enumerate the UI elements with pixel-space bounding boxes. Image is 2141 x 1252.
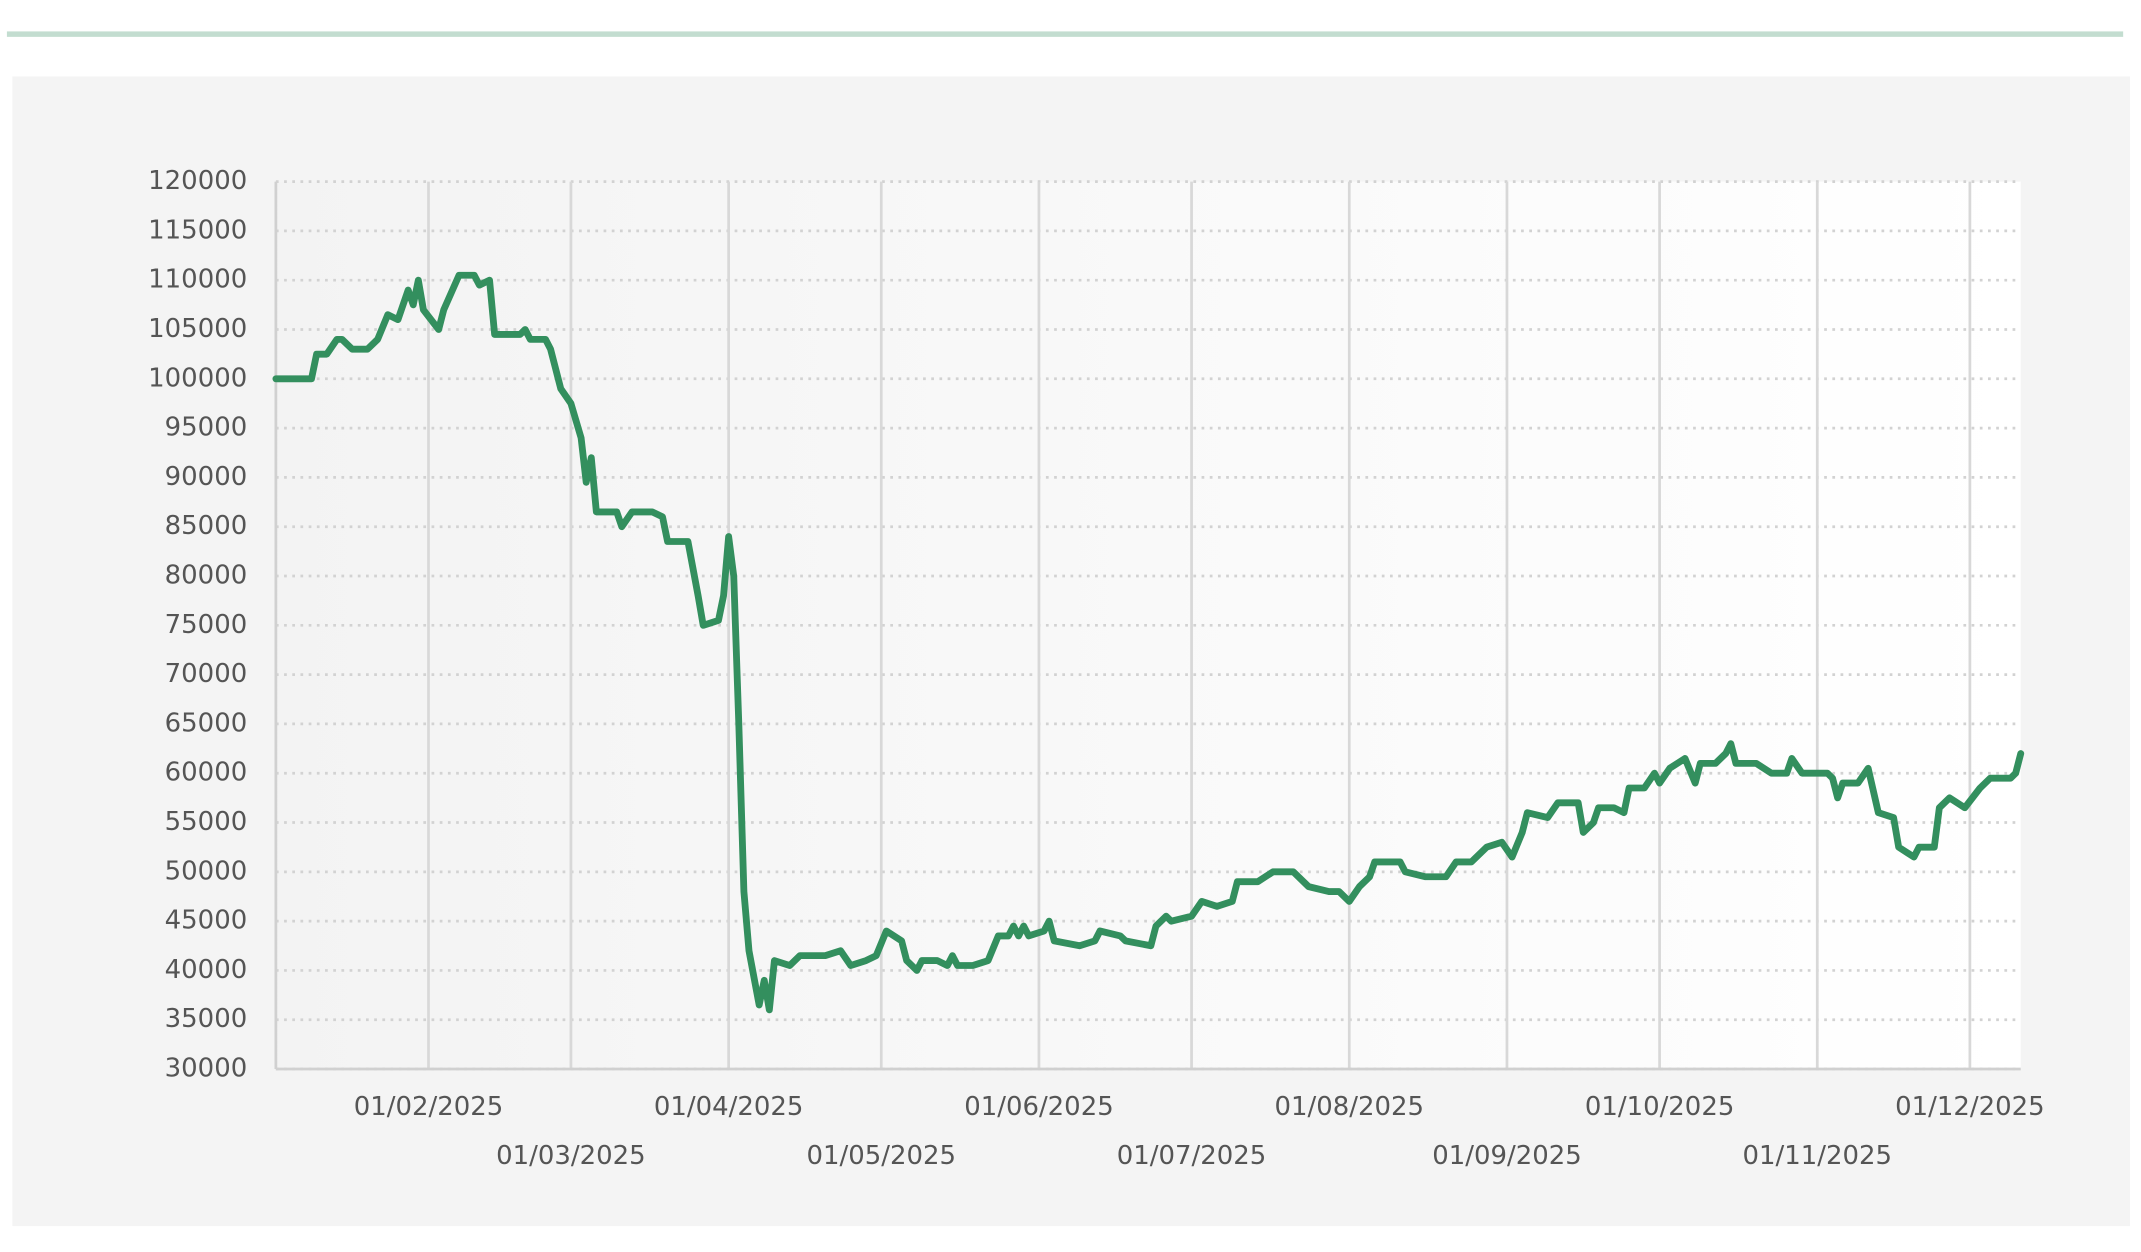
y-tick-label: 100000 — [148, 363, 247, 393]
y-tick-label: 30000 — [165, 1054, 248, 1084]
line-series — [272, 271, 2025, 1014]
y-tick-label: 65000 — [165, 708, 248, 738]
x-tick-label: 01/10/2025 — [1585, 1092, 1735, 1122]
y-tick-label: 55000 — [165, 807, 248, 837]
y-tick-label: 80000 — [165, 561, 248, 591]
y-tick-label: 60000 — [165, 758, 248, 788]
header-rule — [6, 31, 2124, 37]
y-tick-label: 40000 — [165, 955, 248, 985]
y-tick-label: 115000 — [148, 215, 247, 245]
x-tick-label: 01/02/2025 — [354, 1092, 503, 1122]
y-tick-label: 45000 — [165, 906, 248, 936]
y-tick-label: 50000 — [165, 856, 248, 886]
y-tick-label: 35000 — [165, 1004, 248, 1034]
y-tick-label: 105000 — [148, 314, 247, 344]
x-tick-label: 01/09/2025 — [1432, 1141, 1582, 1171]
x-tick-label: 01/04/2025 — [654, 1092, 804, 1122]
x-tick-label: 01/08/2025 — [1275, 1092, 1425, 1122]
y-tick-label: 95000 — [165, 413, 248, 443]
x-tick-label: 01/06/2025 — [964, 1092, 1114, 1122]
x-tick-label: 01/05/2025 — [806, 1141, 956, 1171]
y-tick-label: 110000 — [148, 265, 247, 295]
x-tick-label: 01/11/2025 — [1743, 1141, 1893, 1171]
y-tick-label: 90000 — [165, 462, 248, 492]
y-tick-label: 70000 — [165, 659, 248, 689]
y-tick-label: 75000 — [165, 610, 248, 640]
x-tick-label: 01/03/2025 — [496, 1141, 645, 1171]
x-tick-label: 01/07/2025 — [1117, 1141, 1267, 1171]
y-tick-label: 85000 — [165, 511, 248, 541]
y-tick-label: 120000 — [148, 166, 247, 196]
plot-area — [275, 181, 2021, 1070]
x-tick-label: 01/12/2025 — [1895, 1092, 2045, 1122]
